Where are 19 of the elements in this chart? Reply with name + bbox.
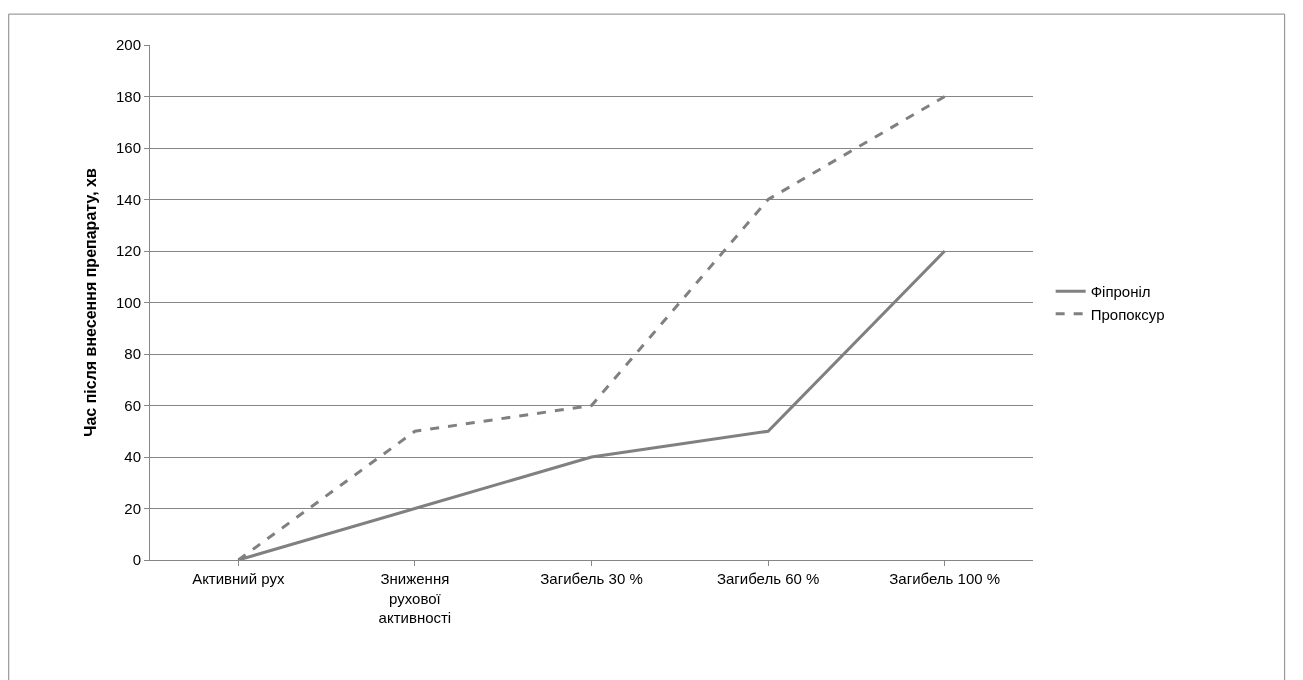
- legend-label: Фіпроніл: [1090, 283, 1151, 301]
- y-tick-label: 120: [115, 242, 141, 260]
- y-tick-label: 140: [115, 190, 141, 208]
- y-tick-label: 160: [115, 139, 141, 157]
- y-tick-label: 60: [124, 396, 141, 414]
- legend-label: Пропоксур: [1090, 305, 1165, 323]
- y-tick-label: 0: [132, 551, 141, 569]
- y-tick-label: 40: [124, 448, 141, 466]
- x-tick-label: Загибель 100 %: [889, 570, 1001, 587]
- x-tick-label: Загибель 60 %: [716, 570, 820, 587]
- x-tick-label: Зниження рухової активності: [378, 570, 452, 626]
- x-tick-label: Загибель 30 %: [540, 570, 643, 587]
- y-axis-title: Час після внесення препарату, хв: [81, 168, 99, 437]
- y-tick-label: 20: [124, 499, 141, 517]
- y-tick-label: 100: [115, 293, 141, 311]
- y-tick-label: 200: [115, 36, 141, 54]
- y-tick-label: 180: [115, 87, 141, 105]
- x-tick-label: Активний рух: [192, 570, 285, 587]
- y-tick-label: 80: [124, 345, 141, 363]
